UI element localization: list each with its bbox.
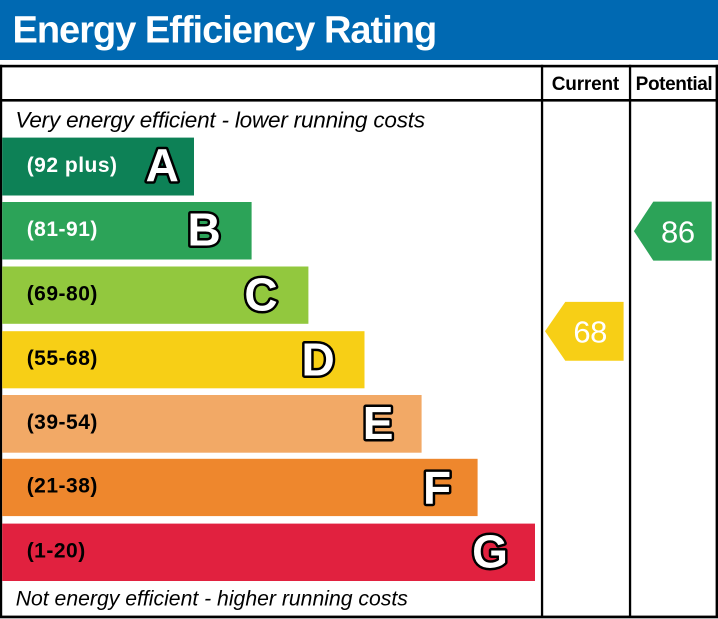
svg-text:B: B [187,203,220,255]
svg-text:(55-68): (55-68) [27,347,98,370]
svg-text:(69-80): (69-80) [27,282,98,305]
svg-text:E: E [363,397,394,449]
svg-text:(81-91): (81-91) [27,218,98,241]
svg-text:F: F [423,462,451,514]
svg-text:A: A [146,139,179,191]
svg-text:68: 68 [573,315,607,350]
svg-text:Very energy efficient - lower: Very energy efficient - lower running co… [15,108,425,133]
svg-text:86: 86 [661,214,695,249]
svg-text:(39-54): (39-54) [27,411,98,434]
svg-text:Energy Efficiency Rating: Energy Efficiency Rating [13,9,437,51]
svg-text:Potential: Potential [636,74,713,95]
svg-text:(21-38): (21-38) [27,475,98,498]
svg-text:(92 plus): (92 plus) [27,154,118,177]
svg-text:Not energy efficient - higher: Not energy efficient - higher running co… [16,588,409,611]
svg-text:G: G [472,526,508,578]
svg-text:Current: Current [552,74,620,95]
svg-text:C: C [244,268,277,320]
svg-text:D: D [301,334,334,386]
svg-text:(1-20): (1-20) [27,540,86,563]
